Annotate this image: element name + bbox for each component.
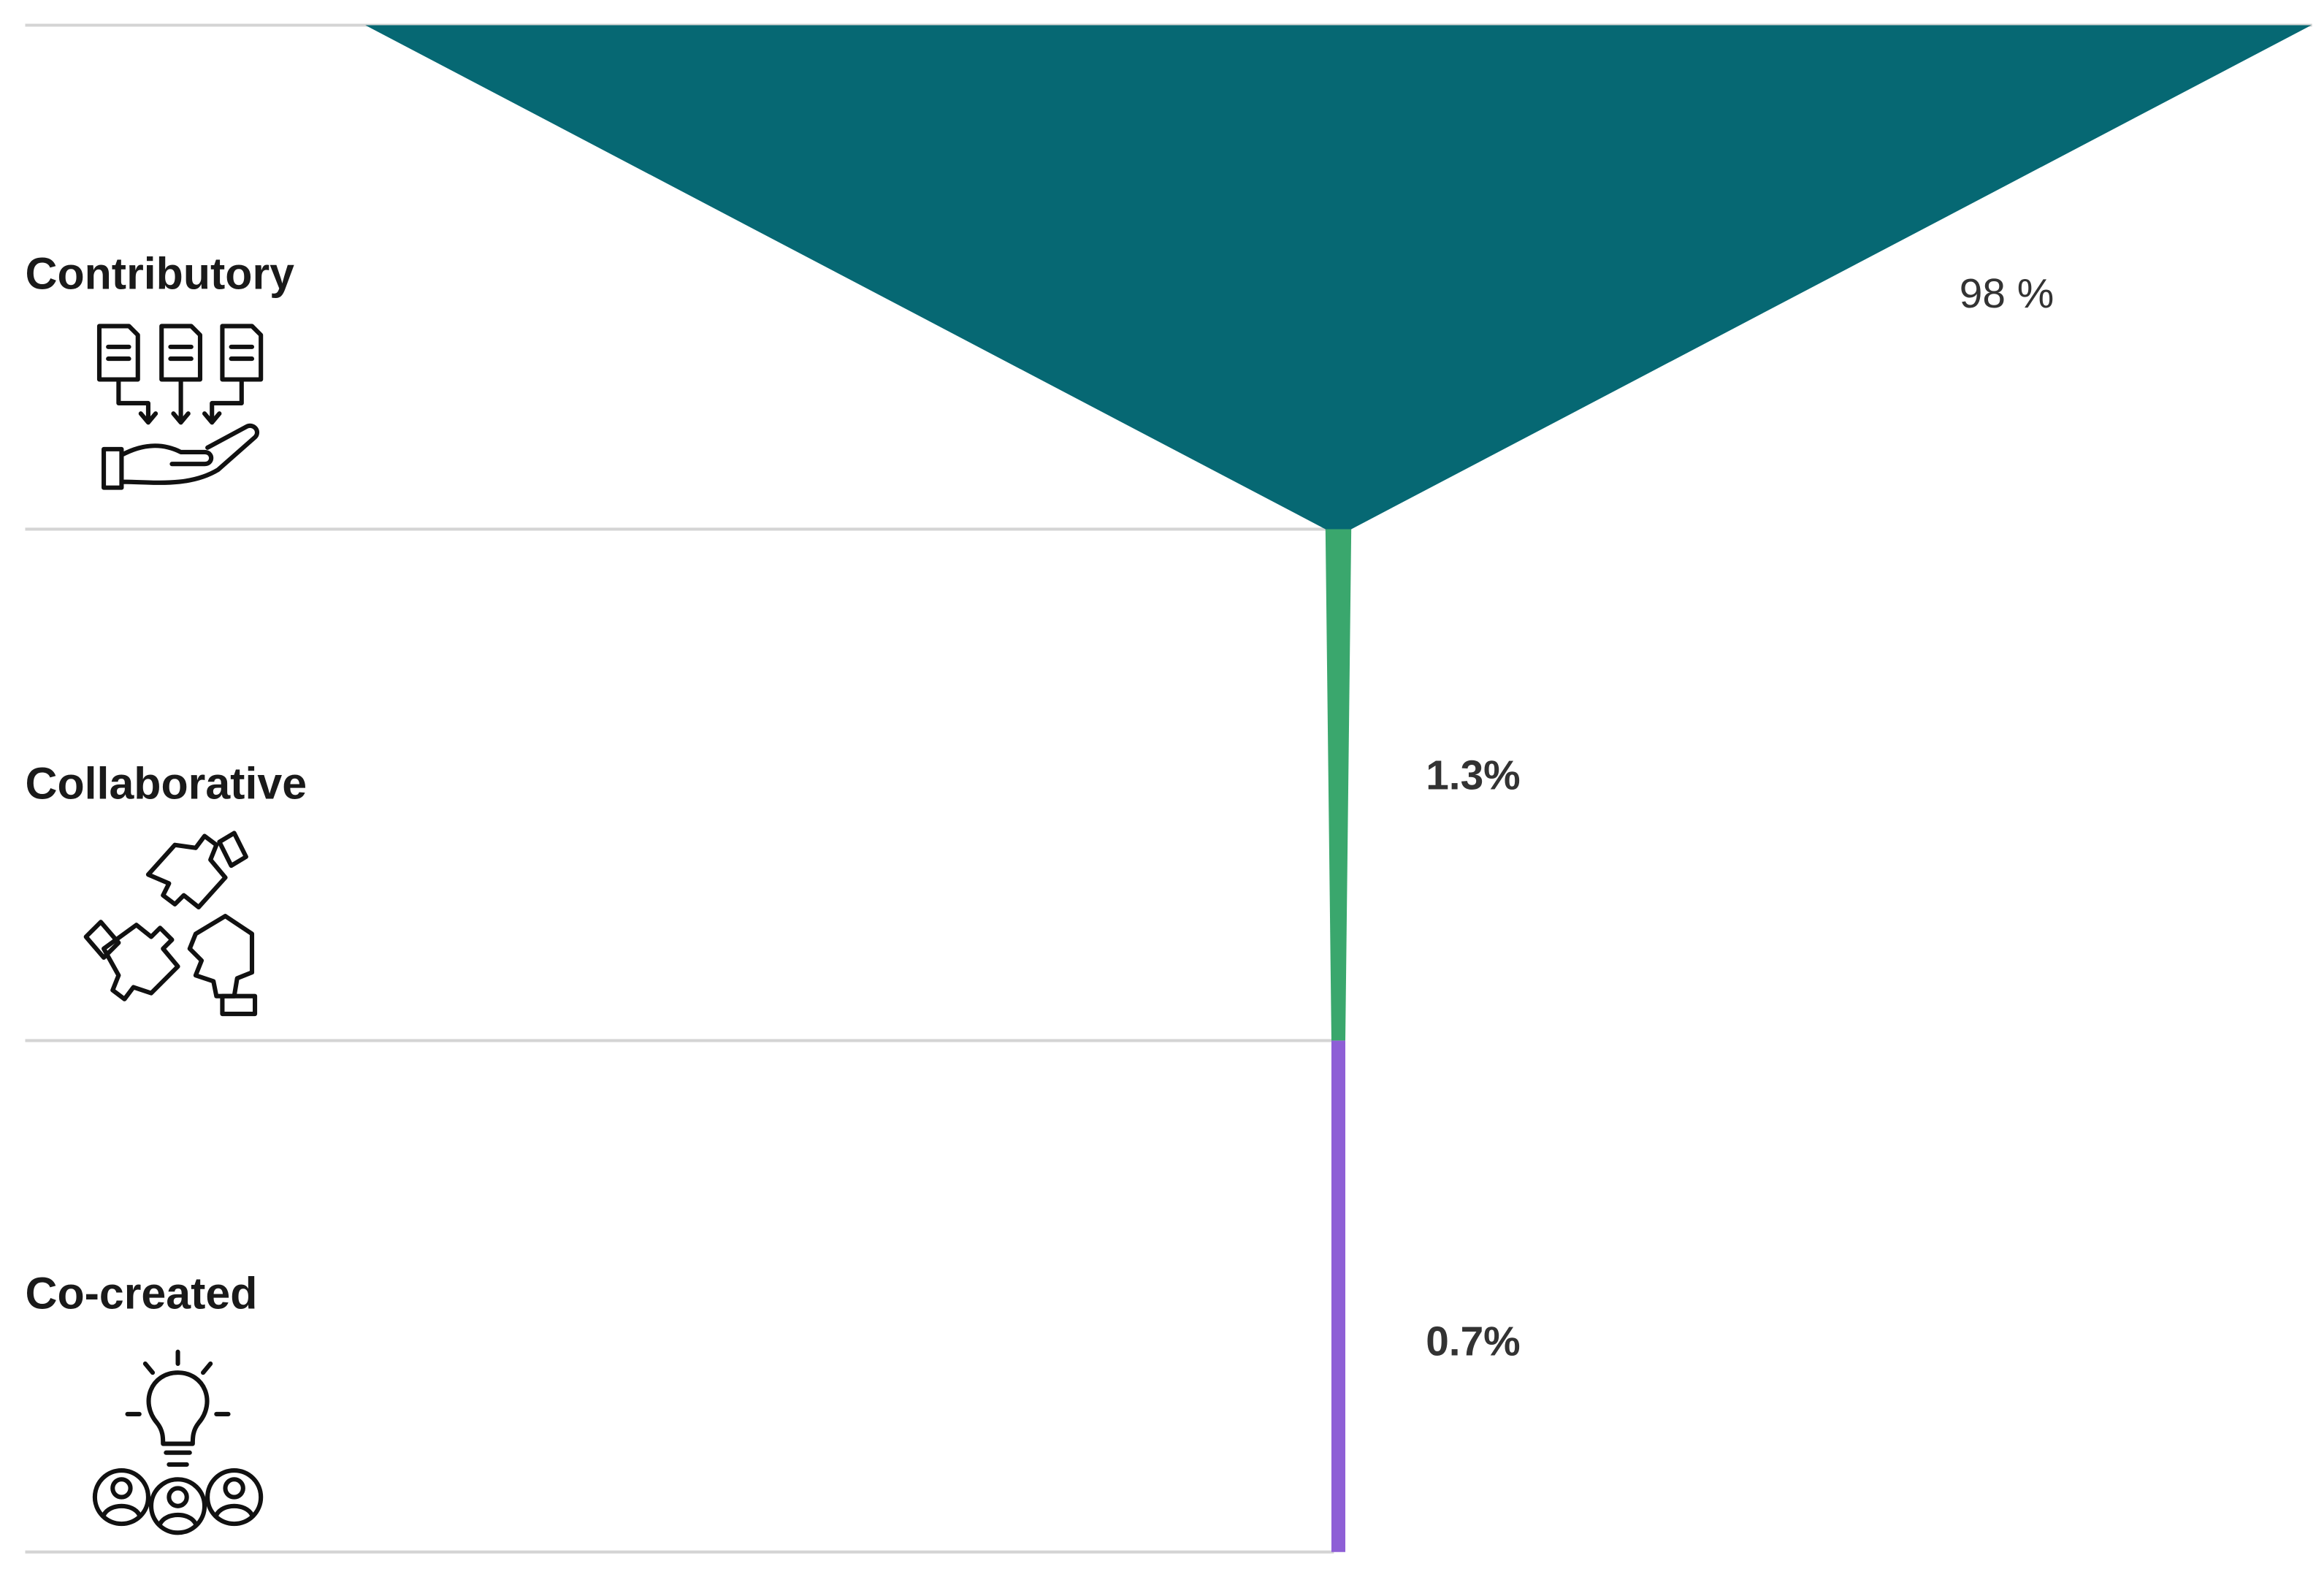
- value-label: 0.7%: [1426, 1319, 1521, 1365]
- co-created-icon: [92, 1349, 264, 1535]
- contributory-icon: [96, 324, 264, 490]
- value-label: 1.3%: [1426, 752, 1521, 798]
- category-label: Collaborative: [26, 759, 307, 809]
- category-label: Co-created: [26, 1269, 258, 1318]
- funnel-segment: [1325, 529, 1352, 1041]
- value-label: 98 %: [1960, 271, 2054, 317]
- funnel-segment: [365, 25, 2312, 530]
- funnel-segment: [1331, 1040, 1346, 1552]
- collaborative-icon: [83, 831, 258, 1017]
- category-label: Contributory: [26, 249, 295, 299]
